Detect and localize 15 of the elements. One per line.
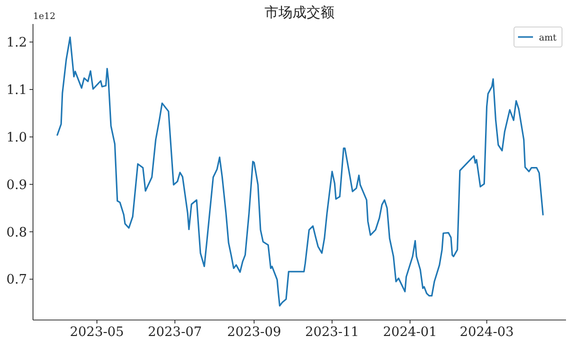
x-tick-label: 2023-09 [227,325,282,340]
x-tick-label: 2024-03 [460,325,514,340]
chart-title: 市场成交额 [264,5,334,21]
y-tick-label: 1.1 [6,82,27,98]
text: 1e12 [33,12,56,22]
y-tick-label: 0.8 [6,225,27,240]
x-tick-label: 2023-11 [305,325,360,340]
x-tick-label: 2023-07 [148,325,202,340]
x-tick-label: 2024-01 [383,325,438,340]
y-tick-label: 1.2 [6,36,27,51]
y-tick-label: 1.0 [6,130,27,146]
y-tick-label: 0.9 [6,178,27,193]
y-tick-label: 0.7 [6,272,27,288]
x-tick-label: 2023-05 [70,325,124,340]
legend-label: amt [539,34,557,44]
